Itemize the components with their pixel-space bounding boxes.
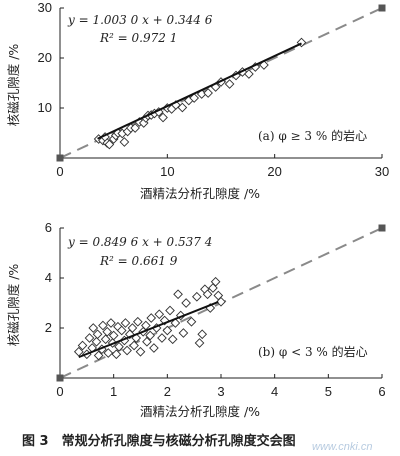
chart1-data-point bbox=[175, 310, 186, 321]
chart0-data-point bbox=[119, 137, 130, 147]
chart1-data-point bbox=[197, 329, 208, 340]
chart0-data-point bbox=[189, 93, 200, 103]
chart1-data-point bbox=[73, 346, 84, 357]
chart1-x-tick-label: 6 bbox=[378, 384, 385, 399]
chart1-data-point bbox=[106, 318, 116, 328]
chart1-data-point bbox=[167, 334, 178, 345]
chart1-data-point bbox=[154, 309, 165, 320]
chart1-data-point bbox=[170, 318, 181, 328]
chart1-x-tick-label: 3 bbox=[217, 384, 224, 399]
chart0-data-point bbox=[231, 70, 241, 81]
chart0-data-point bbox=[203, 88, 213, 98]
chart1-data-point bbox=[149, 343, 159, 353]
chart1-data-point bbox=[102, 326, 113, 337]
chart0-y-tick-label: 10 bbox=[38, 100, 52, 115]
watermark: www.cnki.cn bbox=[312, 441, 373, 453]
chart1-fit-line bbox=[78, 300, 219, 359]
chart1-data-point bbox=[98, 320, 108, 331]
chart1-x-tick-label: 2 bbox=[164, 384, 171, 399]
chart1-data-point bbox=[91, 336, 102, 347]
chart1-data-point bbox=[145, 330, 155, 341]
chart0-fit-line bbox=[97, 42, 302, 140]
chart1-data-point bbox=[120, 318, 131, 328]
chart1-data-point bbox=[132, 316, 143, 327]
chart0-annotation: (a) φ ≥ 3 % 的岩心 bbox=[258, 128, 367, 143]
chart0-y-axis-label: 核磁孔隙度 /% bbox=[6, 44, 21, 127]
chart1-x-tick-label: 4 bbox=[271, 384, 278, 399]
chart0-r-squared: R² = 0.972 1 bbox=[99, 31, 177, 45]
chart1-data-point bbox=[210, 276, 221, 287]
chart1-data-point bbox=[108, 330, 119, 341]
chart1-annotation: (b) φ < 3 % 的岩心 bbox=[258, 344, 368, 359]
chart1-data-point bbox=[192, 291, 202, 302]
figure-caption: 图 3 常规分析孔隙度与核磁分析孔隙度交会图 bbox=[22, 433, 296, 449]
chart1-data-point bbox=[93, 350, 104, 361]
chart1-data-point bbox=[129, 340, 139, 351]
chart1-x-tick-label: 5 bbox=[325, 384, 332, 399]
chart0-x-tick-label: 0 bbox=[56, 164, 63, 179]
chart0-data-point bbox=[130, 123, 140, 133]
chart0-data-point bbox=[177, 102, 188, 113]
chart0-y-tick-label: 20 bbox=[38, 50, 52, 65]
chart1-r-squared: R² = 0.661 9 bbox=[99, 254, 178, 268]
chart0-x-tick-label: 10 bbox=[160, 164, 174, 179]
chart1-y-axis-label: 核磁孔隙度 /% bbox=[6, 264, 21, 347]
chart0-data-point bbox=[259, 60, 269, 70]
chart1-data-point bbox=[92, 329, 103, 340]
chart0-data-point bbox=[244, 69, 254, 79]
chart1-data-point bbox=[157, 333, 167, 343]
chart1-data-point bbox=[186, 316, 197, 327]
chart0-reference-start-marker bbox=[56, 154, 64, 162]
chart1-reference-end-marker bbox=[378, 224, 386, 232]
chart1-data-point bbox=[84, 333, 95, 343]
chart0-equation: y = 1.003 0 x + 0.344 6 bbox=[67, 13, 213, 27]
chart1-data-point bbox=[100, 334, 111, 345]
chart1-data-point bbox=[194, 338, 205, 348]
chart1-x-tick-label: 0 bbox=[56, 384, 63, 399]
panel-a: 10 20 30 0 10 20 30 y = 1.003 0 x + 0.344 6 R² =… bbox=[6, 0, 389, 201]
chart0-y-tick-label: 30 bbox=[38, 0, 52, 15]
chart1-reference-start-marker bbox=[56, 374, 64, 382]
chart1-data-point bbox=[202, 289, 213, 300]
chart1-data-point bbox=[162, 325, 173, 336]
chart1-data-point bbox=[181, 298, 191, 308]
chart1-equation: y = 0.849 6 x + 0.537 4 bbox=[67, 235, 212, 249]
chart1-data-point bbox=[124, 329, 135, 340]
chart1-y-tick-label: 6 bbox=[45, 220, 52, 235]
chart1-data-point bbox=[122, 345, 132, 356]
chart1-data-point bbox=[142, 336, 152, 347]
chart0-data-point bbox=[158, 112, 168, 123]
chart0-reference-end-marker bbox=[378, 4, 386, 12]
chart1-data-point bbox=[208, 283, 218, 293]
chart1-data-point bbox=[178, 328, 189, 338]
chart1-y-tick-label: 2 bbox=[45, 320, 52, 335]
chart1-x-tick-label: 1 bbox=[110, 384, 117, 399]
chart1-y-tick-label: 4 bbox=[45, 270, 52, 285]
panel-b: 2 4 6 0 1 2 3 4 5 6 y = 0.849 6 x + 0.537 4 R² = 0.… bbox=[6, 220, 386, 419]
chart0-data-point bbox=[224, 79, 235, 89]
chart1-data-point bbox=[127, 323, 138, 333]
chart1-data-point bbox=[77, 340, 88, 351]
chart1-x-axis-label: 酒精法分析孔隙度 /% bbox=[140, 404, 260, 419]
chart1-data-point bbox=[135, 346, 146, 357]
chart1-data-point bbox=[103, 348, 114, 358]
chart1-data-point bbox=[88, 323, 99, 333]
chart0-x-tick-label: 20 bbox=[267, 164, 281, 179]
chart1-data-point bbox=[173, 289, 183, 300]
chart0-x-tick-label: 30 bbox=[375, 164, 389, 179]
chart1-data-point bbox=[216, 296, 226, 307]
chart1-data-point bbox=[116, 325, 127, 336]
chart1-data-point bbox=[165, 305, 175, 316]
chart0-x-axis-label: 酒精法分析孔隙度 /% bbox=[140, 186, 260, 201]
chart1-data-point bbox=[146, 313, 157, 323]
chart1-data-point bbox=[114, 341, 124, 352]
chart0-data-point bbox=[104, 139, 115, 150]
chart1-data-point bbox=[111, 349, 122, 360]
